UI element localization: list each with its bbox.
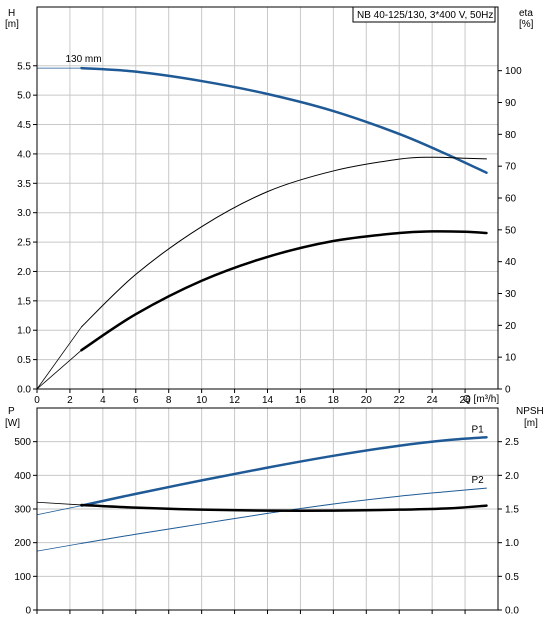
left-axis-tick-label: 2.5 xyxy=(17,238,31,249)
right-axis-tick-label: 1.5 xyxy=(505,505,519,516)
left-axis-tick-label: 200 xyxy=(14,538,31,549)
impeller-diameter-label: 130 mm xyxy=(65,54,101,65)
p1-leading-segment xyxy=(36,505,82,516)
left-axis-tick-label: 500 xyxy=(14,437,31,448)
right-axis-tick-label: 90 xyxy=(505,98,517,109)
left-axis-tick-label: 0.0 xyxy=(17,385,31,396)
left-axis-tick-label: 1.5 xyxy=(17,296,31,307)
left-axis-tick-label: 2.0 xyxy=(17,267,31,278)
x-axis-tick-label: 26 xyxy=(460,395,472,406)
top-chart-curves: 130 mm xyxy=(36,54,488,390)
top-series-0-curve xyxy=(80,66,488,174)
x-axis-tick-label: 0 xyxy=(34,395,40,406)
x-axis-tick-label: 6 xyxy=(133,395,139,406)
bottom-right-axis-symbol: NPSH xyxy=(516,406,544,417)
x-axis-tick-label: 2 xyxy=(67,395,73,406)
right-axis-tick-label: 70 xyxy=(505,162,517,173)
left-axis-tick-label: 1.0 xyxy=(17,326,31,337)
top-series-1-leading-segment xyxy=(36,326,82,390)
x-axis-tick-label: 10 xyxy=(196,395,208,406)
chart-title: NB 40-125/130, 3*400 V, 50Hz xyxy=(357,10,493,21)
top-right-axis-symbol: eta xyxy=(519,8,533,19)
pump-title-box xyxy=(352,6,496,23)
p1-label: P1 xyxy=(471,424,484,435)
right-axis-tick-label: 50 xyxy=(505,225,517,236)
left-axis-tick-label: 100 xyxy=(14,572,31,583)
left-axis-tick-label: 0.5 xyxy=(17,355,31,366)
top-left-axis-unit: [m] xyxy=(5,19,19,30)
bottom-left-axis-symbol: P xyxy=(8,406,15,417)
x-axis-tick-label: 12 xyxy=(229,395,241,406)
bottom-left-axis-unit: [W] xyxy=(5,418,20,429)
right-axis-tick-label: 100 xyxy=(505,66,522,77)
top-chart-grid xyxy=(37,7,498,389)
left-axis-tick-label: 400 xyxy=(14,471,31,482)
bottom-chart-axes: 0 100 200 300 400 500 0.0 0.5 1.0 1.5 2.0 2.5 xyxy=(14,407,519,617)
right-axis-tick-label: 2.0 xyxy=(505,471,519,482)
p2-curve xyxy=(80,487,487,544)
top-series-1-curve xyxy=(80,156,487,328)
p2-label: P2 xyxy=(471,475,484,486)
x-axis-tick-label: 24 xyxy=(427,395,439,406)
left-axis-tick-label: 5.5 xyxy=(17,61,31,72)
top-right-axis-unit: [%] xyxy=(519,19,534,30)
right-axis-tick-label: 0 xyxy=(505,385,511,396)
left-axis-tick-label: 3.0 xyxy=(17,208,31,219)
x-axis-label: Q [m³/h] xyxy=(463,394,499,405)
right-axis-tick-label: 2.5 xyxy=(505,437,519,448)
right-axis-tick-label: 60 xyxy=(505,194,517,205)
p2-leading-segment xyxy=(36,542,82,552)
bottom-right-axis-unit: [m] xyxy=(524,418,538,429)
right-axis-tick-label: 1.0 xyxy=(505,538,519,549)
top-series-2-curve xyxy=(80,230,488,352)
right-axis-tick-label: 20 xyxy=(505,321,517,332)
bottom-series-2-curve xyxy=(80,503,488,513)
x-axis-tick-label: 4 xyxy=(100,395,106,406)
x-axis-tick-label: 18 xyxy=(328,395,340,406)
right-axis-tick-label: 30 xyxy=(505,289,517,300)
right-axis-tick-label: 80 xyxy=(505,130,517,141)
left-axis-tick-label: 3.5 xyxy=(17,179,31,190)
right-axis-tick-label: 40 xyxy=(505,257,517,268)
left-axis-tick-label: 4.5 xyxy=(17,120,31,131)
bottom-chart-curves: P1 P2 xyxy=(36,424,488,552)
x-axis-tick-label: 14 xyxy=(262,395,274,406)
p1-curve xyxy=(80,436,488,507)
x-axis-tick-label: 20 xyxy=(361,395,373,406)
left-axis-tick-label: 5.0 xyxy=(17,91,31,102)
right-axis-tick-label: 10 xyxy=(505,353,517,364)
bottom-chart-grid xyxy=(37,408,498,610)
left-axis-tick-label: 4.0 xyxy=(17,149,31,160)
left-axis-tick-label: 0 xyxy=(25,606,31,617)
top-left-axis-symbol: H xyxy=(8,8,15,19)
x-axis-tick-label: 22 xyxy=(394,395,406,406)
top-series-2-leading-segment xyxy=(36,349,82,390)
left-axis-tick-label: 300 xyxy=(14,505,31,516)
x-axis-tick-label: 8 xyxy=(166,395,172,406)
x-axis-tick-label: 16 xyxy=(295,395,307,406)
top-chart-axes: 0.0 0.5 1.0 1.5 2.0 2.5 3.0 3.5 4.0 4.5 5.0 5.5 0 10 2… xyxy=(17,6,522,406)
right-axis-tick-label: 0.0 xyxy=(505,606,519,617)
right-axis-tick-label: 0.5 xyxy=(505,572,519,583)
bottom-series-2-leading-segment xyxy=(36,501,82,506)
